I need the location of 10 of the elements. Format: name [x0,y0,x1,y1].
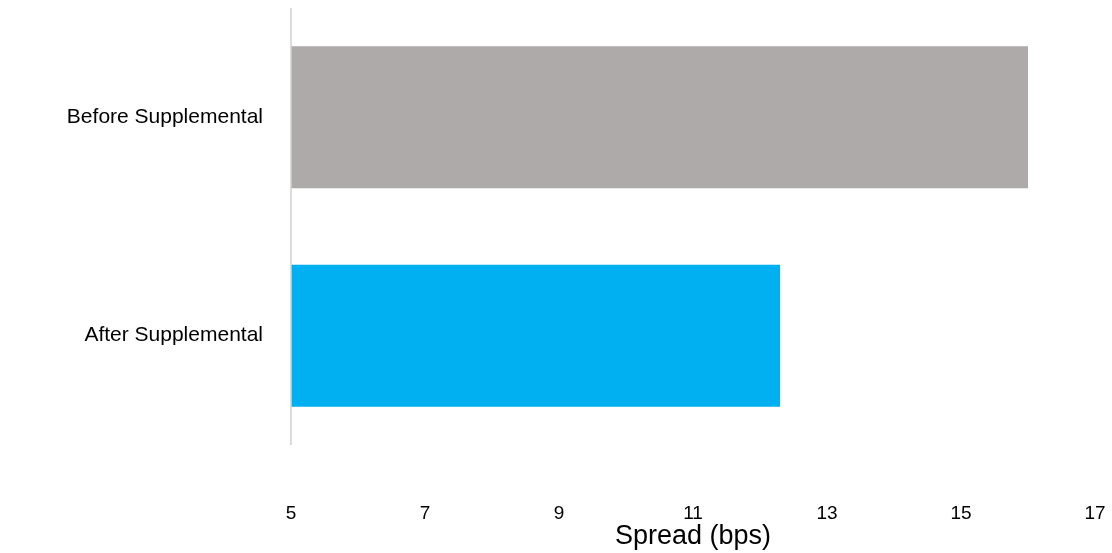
x-tick-label: 13 [816,502,838,523]
x-tick-label: 17 [1084,502,1106,523]
x-axis-title: Spread (bps) [614,520,772,550]
x-tick-label: 7 [419,502,431,523]
x-tick-label: 5 [285,502,297,523]
x-tick-label: 15 [950,502,972,523]
x-tick-label: 9 [553,502,565,523]
y-tick-label: After Supplemental [84,322,263,346]
y-tick-label: Before Supplemental [66,103,263,127]
x-tick-label: 11 [683,502,703,523]
